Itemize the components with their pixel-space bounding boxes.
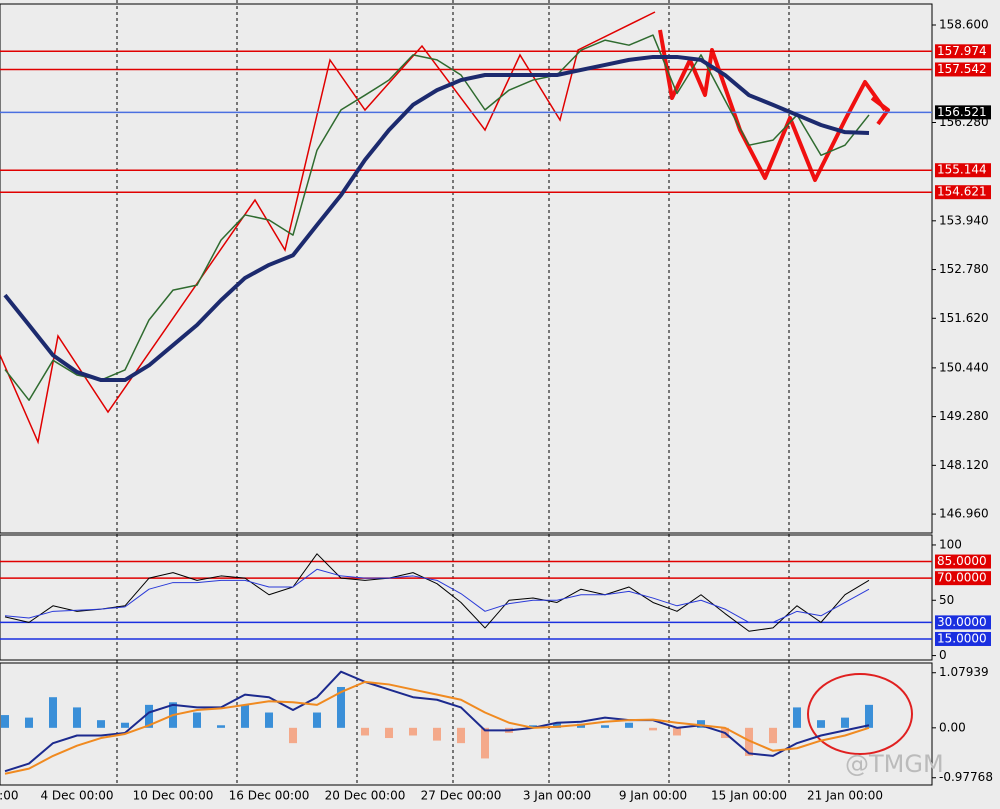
level-label: 70.0000 xyxy=(937,571,987,585)
histogram-bar xyxy=(841,717,849,728)
level-label-bg xyxy=(935,44,991,59)
level-label: 157.974 xyxy=(937,44,987,58)
histogram-bar xyxy=(577,723,585,728)
zigzag xyxy=(0,11,656,445)
series-line xyxy=(4,670,870,773)
macd-panel xyxy=(0,662,933,786)
price-panel xyxy=(0,3,933,534)
histogram-bar xyxy=(409,727,417,736)
level-label: 156.521 xyxy=(937,105,987,119)
histogram-bar xyxy=(553,722,561,728)
histogram-bar xyxy=(769,727,777,744)
histogram-bar xyxy=(385,727,393,739)
level-label: 155.144 xyxy=(937,163,987,177)
x-tick-label: 20 Dec 00:00 xyxy=(325,789,406,803)
level-label-bg xyxy=(935,615,991,630)
histogram-bar xyxy=(649,727,657,731)
histogram-bar xyxy=(457,727,465,744)
histogram-bar xyxy=(121,722,129,728)
y-tick-label: -0.97768 xyxy=(939,770,993,784)
series-line xyxy=(4,680,870,775)
x-tick-label: 21 Jan 00:00 xyxy=(807,789,883,803)
level-label-bg xyxy=(935,631,991,646)
histogram-bar xyxy=(673,727,681,736)
level-label-bg xyxy=(935,105,991,120)
histogram-bar xyxy=(529,725,537,728)
y-tick-label: 148.120 xyxy=(939,458,989,472)
layout xyxy=(0,0,933,786)
y-tick-label: 158.600 xyxy=(939,18,989,32)
histogram-bar xyxy=(865,704,873,728)
y-tick-label: 153.940 xyxy=(939,213,989,227)
y-tick-label: 146.960 xyxy=(939,507,989,521)
series-line xyxy=(3,54,870,383)
y-tick-label: 151.620 xyxy=(939,311,989,325)
histogram-bar xyxy=(697,720,705,728)
histogram-bar xyxy=(49,697,57,728)
histogram-bar xyxy=(361,727,369,736)
histogram-bar xyxy=(145,704,153,728)
histogram-bar xyxy=(433,727,441,741)
series-line xyxy=(4,568,870,623)
histogram-bar xyxy=(97,720,105,728)
x-tick-label: 10 Dec 00:00 xyxy=(133,789,214,803)
histogram-bar xyxy=(793,707,801,728)
y-tick-label: 0.00 xyxy=(939,720,966,734)
x-tick-label: 3 Jan 00:00 xyxy=(523,789,591,803)
x-tick-label: 27 Dec 00:00 xyxy=(421,789,502,803)
level-label: 154.621 xyxy=(937,185,987,199)
y-tick-label: 152.780 xyxy=(939,262,989,276)
y-tick-label: 100 xyxy=(939,537,962,551)
histogram-bar xyxy=(601,725,609,728)
histogram-bar xyxy=(193,712,201,728)
highlight-circle xyxy=(807,673,913,755)
watermark: @TMGM xyxy=(845,750,944,778)
histogram-bar xyxy=(817,720,825,728)
histogram-bar xyxy=(625,722,633,728)
histogram-bar xyxy=(337,686,345,728)
level-label-bg xyxy=(935,554,991,569)
level-label-bg xyxy=(935,163,991,178)
y-tick-label: 1.07939 xyxy=(939,665,989,679)
y-tick-label: 50 xyxy=(939,593,954,607)
series-line xyxy=(4,34,870,401)
level-label-bg xyxy=(935,571,991,586)
series-line xyxy=(4,553,870,632)
histogram-bar xyxy=(289,727,297,744)
histogram-bar xyxy=(25,717,33,728)
x-tick-label: 16 Dec 00:00 xyxy=(229,789,310,803)
level-label-bg xyxy=(935,62,991,77)
histogram-bar xyxy=(745,727,753,756)
histogram-bar xyxy=(265,712,273,728)
y-tick-label: 0 xyxy=(939,648,947,662)
histogram-bar xyxy=(217,725,225,728)
vertical-grid xyxy=(116,0,790,785)
histogram-bar xyxy=(313,712,321,728)
x-tick-label: 9 Jan 00:00 xyxy=(619,789,687,803)
x-tick-label: 0:00 xyxy=(0,789,18,803)
x-tick-label: 4 Dec 00:00 xyxy=(40,789,113,803)
level-label: 157.542 xyxy=(937,62,987,76)
arrows xyxy=(658,29,890,182)
histogram-bar xyxy=(1,715,9,728)
histogram-bar xyxy=(481,727,489,759)
x-tick-label: 15 Jan 00:00 xyxy=(711,789,787,803)
histogram-bar xyxy=(73,707,81,728)
level-label-bg xyxy=(935,185,991,200)
y-tick-label: 150.440 xyxy=(939,360,989,374)
level-label: 85.0000 xyxy=(937,554,987,568)
level-label: 15.0000 xyxy=(937,631,987,645)
y-tick-label: 149.280 xyxy=(939,409,989,423)
histogram-bar xyxy=(241,704,249,728)
level-label: 30.0000 xyxy=(937,615,987,629)
